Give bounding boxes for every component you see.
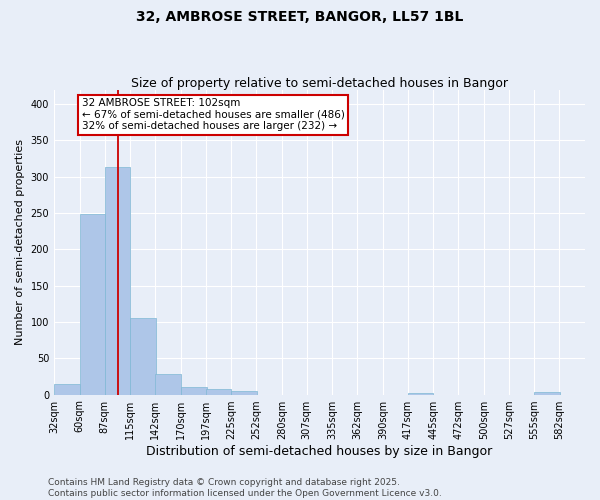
Bar — [104, 167, 130, 394]
X-axis label: Distribution of semi-detached houses by size in Bangor: Distribution of semi-detached houses by … — [146, 444, 493, 458]
Bar — [80, 214, 106, 394]
Bar — [232, 391, 257, 394]
Text: Contains HM Land Registry data © Crown copyright and database right 2025.
Contai: Contains HM Land Registry data © Crown c… — [48, 478, 442, 498]
Y-axis label: Number of semi-detached properties: Number of semi-detached properties — [15, 139, 25, 345]
Bar — [206, 390, 232, 394]
Bar — [408, 393, 433, 394]
Text: 32 AMBROSE STREET: 102sqm
← 67% of semi-detached houses are smaller (486)
32% of: 32 AMBROSE STREET: 102sqm ← 67% of semi-… — [82, 98, 344, 132]
Bar — [54, 384, 80, 394]
Bar — [535, 392, 560, 394]
Title: Size of property relative to semi-detached houses in Bangor: Size of property relative to semi-detach… — [131, 76, 508, 90]
Bar — [155, 374, 181, 394]
Text: 32, AMBROSE STREET, BANGOR, LL57 1BL: 32, AMBROSE STREET, BANGOR, LL57 1BL — [136, 10, 464, 24]
Bar — [130, 318, 156, 394]
Bar — [181, 388, 206, 394]
